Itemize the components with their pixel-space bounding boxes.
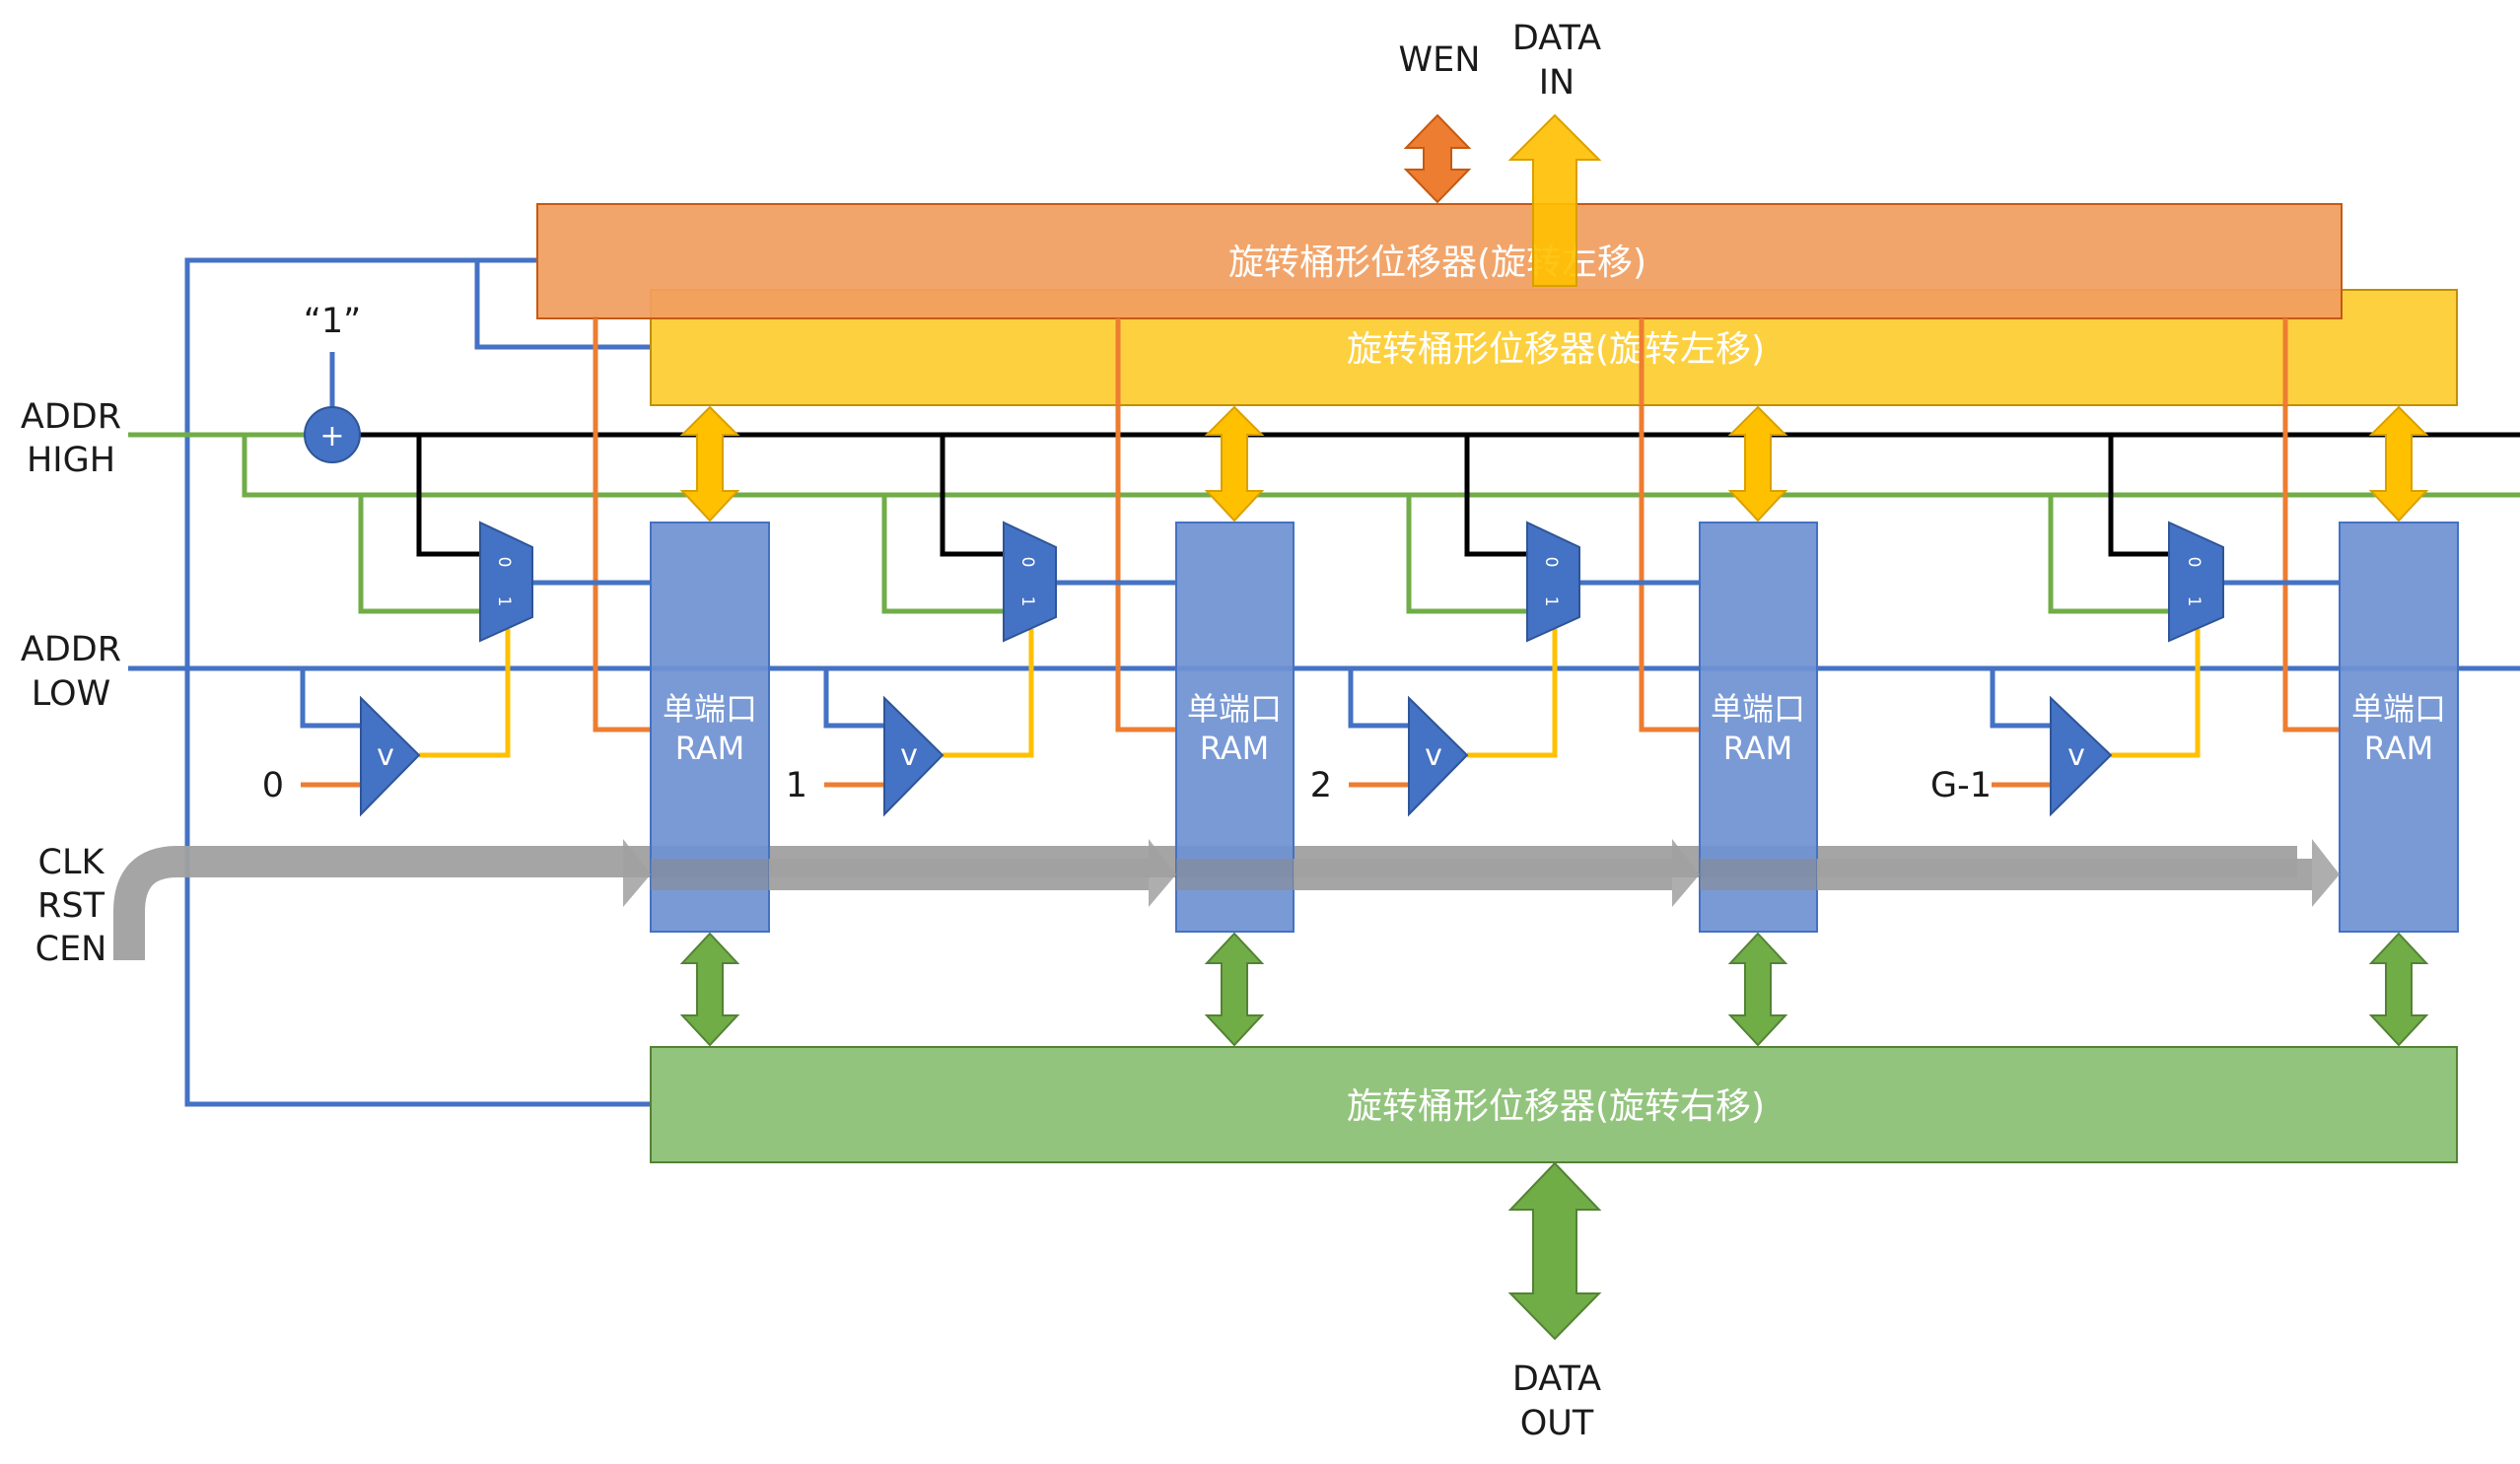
orange-wire-2 (1639, 315, 1700, 732)
clk-rst-cen-bus (113, 846, 2297, 960)
clk-label: CLK (38, 843, 105, 882)
bank-index-3: G-1 (1930, 766, 1992, 805)
green-arrow-2 (1727, 932, 1788, 1047)
clk-arrowhead-bank-1 (1149, 839, 1176, 907)
svg-text:0: 0 (2184, 557, 2204, 568)
svg-text:0: 0 (1017, 557, 1037, 568)
svg-text:1: 1 (2184, 596, 2204, 607)
orange-wire-0 (593, 315, 651, 732)
comparator-0: v (360, 695, 421, 817)
orange-wire-tops (593, 318, 2288, 405)
addr-high-bus (242, 435, 2520, 498)
green-arrow-1 (1204, 932, 1265, 1047)
yellow-io-arrows (679, 405, 2429, 523)
data-out-label-line2: OUT (1520, 1404, 1594, 1443)
const-one-label: “1” (304, 302, 362, 341)
bank-1-wiring (823, 435, 1176, 788)
shifter-yellow-label: 旋转桶形位移器(旋转左移) (1347, 329, 1765, 370)
green-io-arrows (679, 932, 2429, 1047)
svg-text:0: 0 (1541, 557, 1561, 568)
ram-label-3-line1: 单端口 (2351, 690, 2446, 728)
mux-0: 0 1 (479, 521, 533, 643)
green-arrow-3 (2368, 932, 2429, 1047)
shifters: 旋转桶形位移器(旋转左移) 旋转桶形位移器(旋转左移) 旋转桶形位移器(旋转右移… (536, 203, 2458, 1163)
orange-wire-1 (1115, 315, 1176, 732)
clk-arrowhead-bank-3 (2312, 839, 2340, 907)
green-arrow-0 (679, 932, 740, 1047)
rst-label: RST (37, 886, 105, 926)
ram-label-0-line2: RAM (675, 730, 744, 767)
clk-arrowhead-bank-0 (623, 839, 651, 907)
data-out-label-line1: DATA (1512, 1359, 1601, 1399)
bank-0-wiring (300, 435, 651, 788)
clk-bus-overlay (651, 859, 2312, 890)
shifter-orange[interactable] (536, 203, 2343, 319)
signal-labels: WEN DATA IN ADDR HIGH ADDR LOW CLK RST C… (21, 19, 1601, 1443)
svg-text:1: 1 (1541, 596, 1561, 607)
svg-text:1: 1 (494, 596, 514, 607)
addr-high-label-line1: ADDR (21, 397, 121, 437)
bank-index-labels: 0 1 2 G-1 (262, 766, 1992, 805)
bank-3-wiring (1990, 435, 2340, 788)
yellow-arrow-2 (1727, 405, 1788, 523)
data-out-arrow (1507, 1161, 1602, 1341)
adder: + (304, 406, 361, 463)
yellow-arrow-0 (679, 405, 740, 523)
svg-text:1: 1 (1017, 596, 1037, 607)
bank-index-0: 0 (262, 766, 284, 805)
addr-low-label-line1: ADDR (21, 630, 121, 669)
ram-block-3[interactable] (2339, 522, 2459, 933)
ram-label-0-line1: 单端口 (663, 690, 757, 728)
wen-label: WEN (1399, 40, 1481, 80)
clk-arrowheads (623, 839, 2340, 907)
mux-1: 0 1 (1003, 521, 1057, 643)
ram-label-1-line1: 单端口 (1187, 690, 1282, 728)
svg-text:0: 0 (494, 557, 514, 568)
bank-index-1: 1 (786, 766, 807, 805)
mux-2: 0 1 (1526, 521, 1580, 643)
bank-2-wiring (1348, 435, 1700, 788)
ram-label-2-line2: RAM (1723, 730, 1792, 767)
data-in-label-line2: IN (1539, 63, 1575, 103)
svg-text:v: v (377, 738, 394, 773)
clk-arrowhead-bank-2 (1672, 839, 1700, 907)
ram-label-1-line2: RAM (1200, 730, 1269, 767)
data-in-label-line1: DATA (1512, 19, 1601, 58)
ram-label-2-line1: 单端口 (1711, 690, 1805, 728)
ram-label-3-line2: RAM (2364, 730, 2433, 767)
comparator-2: v (1408, 695, 1469, 817)
blue-left-bus (184, 257, 651, 1107)
svg-text:v: v (900, 738, 918, 773)
data-in-arrow (1507, 113, 1602, 287)
addr-high-label-line2: HIGH (27, 441, 115, 480)
comparators: v v v v (360, 695, 2113, 817)
wen-arrow (1403, 113, 1472, 204)
blue-tap-to-yellow (474, 260, 651, 350)
bank-index-2: 2 (1310, 766, 1332, 805)
comparator-3: v (2050, 695, 2113, 817)
mux-3: 0 1 (2168, 521, 2224, 643)
yellow-arrow-3 (2368, 405, 2429, 523)
svg-text:v: v (2067, 738, 2085, 773)
cen-label: CEN (35, 930, 107, 969)
multiplexers: 0 1 0 1 0 1 0 1 (479, 521, 2224, 643)
addr-low-label-line2: LOW (32, 674, 110, 714)
yellow-arrow-1 (1204, 405, 1265, 523)
comparator-1: v (883, 695, 945, 817)
adder-symbol: + (319, 419, 344, 453)
svg-text:v: v (1425, 738, 1442, 773)
shifter-orange-label: 旋转桶形位移器(旋转左移) (1228, 243, 1646, 283)
shifter-green-label: 旋转桶形位移器(旋转右移) (1347, 1086, 1765, 1127)
orange-wire-3 (2282, 315, 2340, 732)
shifter-green[interactable] (650, 1046, 2458, 1163)
